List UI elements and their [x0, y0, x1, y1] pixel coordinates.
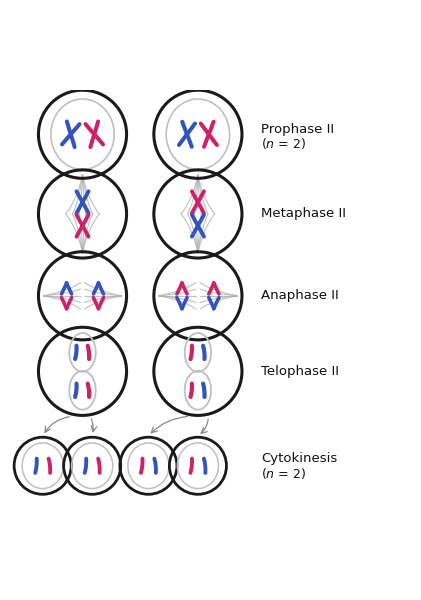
- Text: Prophase II: Prophase II: [261, 123, 334, 136]
- Text: ($n$ = 2): ($n$ = 2): [261, 466, 306, 481]
- Text: ($n$ = 2): ($n$ = 2): [261, 136, 306, 151]
- Text: Telophase II: Telophase II: [261, 365, 339, 378]
- Text: Metaphase II: Metaphase II: [261, 208, 346, 220]
- Text: Cytokinesis: Cytokinesis: [261, 452, 337, 464]
- Text: Anaphase II: Anaphase II: [261, 289, 338, 302]
